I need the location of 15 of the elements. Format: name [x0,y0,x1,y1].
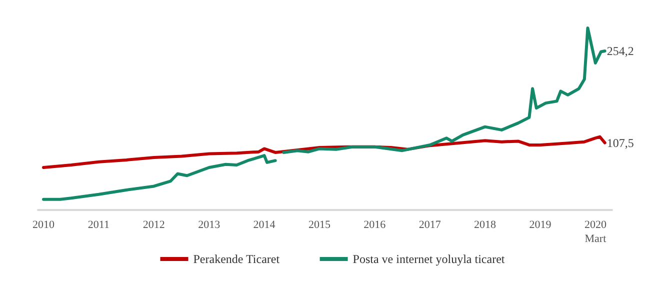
x-tick-label: 2018 [474,219,497,231]
x-tick-label: 2013 [198,219,221,231]
x-tick-label: 2020 Mart [584,219,607,245]
legend-label: Posta ve internet yoluyla ticaret [352,252,506,266]
x-tick-label: 2014 [253,219,276,231]
legend-label: Perakende Ticaret [193,252,280,266]
data-label: 107,5 [606,136,634,150]
x-tick-label: 2012 [142,219,165,231]
x-tick-label: 2017 [418,219,442,231]
x-tick-label: 2010 [32,219,56,231]
x-tick-label: 2016 [364,219,386,231]
x-tick-label: 2019 [529,219,552,231]
x-tick-label: 2011 [88,219,110,231]
data-label: 254,2 [606,44,634,58]
x-tick-label: 2015 [308,219,331,231]
